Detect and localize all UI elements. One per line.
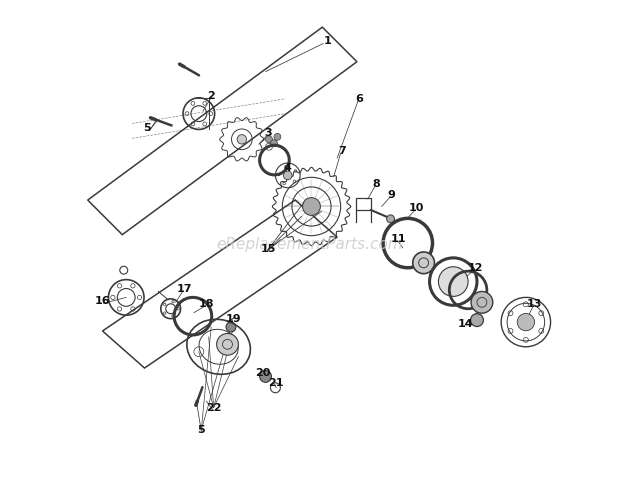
Text: 8: 8 [373, 179, 381, 189]
Text: eReplacementParts.com: eReplacementParts.com [216, 237, 404, 252]
Circle shape [274, 133, 281, 140]
Circle shape [265, 136, 272, 143]
Circle shape [283, 171, 292, 180]
Text: 10: 10 [409, 204, 424, 213]
Circle shape [216, 333, 238, 355]
Text: 19: 19 [226, 314, 241, 324]
Circle shape [517, 314, 534, 331]
Circle shape [438, 267, 468, 296]
Text: 13: 13 [527, 299, 542, 309]
Text: 6: 6 [355, 94, 363, 104]
Text: 2: 2 [207, 91, 215, 101]
Circle shape [471, 291, 493, 313]
Text: 5: 5 [143, 124, 151, 133]
Text: 11: 11 [391, 234, 407, 244]
Circle shape [237, 135, 247, 144]
Text: 14: 14 [458, 319, 474, 329]
Circle shape [471, 314, 484, 327]
Circle shape [413, 252, 435, 274]
Text: 3: 3 [264, 128, 272, 138]
Circle shape [226, 322, 236, 332]
Text: 12: 12 [467, 263, 483, 273]
Text: 22: 22 [206, 403, 221, 412]
Circle shape [387, 215, 394, 223]
Text: 21: 21 [268, 378, 283, 388]
Circle shape [270, 140, 277, 147]
Text: 4: 4 [284, 163, 291, 173]
Text: 17: 17 [176, 284, 192, 294]
Text: 9: 9 [388, 190, 396, 200]
Text: 7: 7 [339, 146, 346, 156]
Text: 16: 16 [95, 296, 110, 306]
Text: 18: 18 [198, 299, 214, 309]
Text: 15: 15 [260, 245, 276, 254]
Text: 20: 20 [255, 368, 271, 378]
Text: 5: 5 [198, 425, 205, 435]
Text: 1: 1 [324, 36, 331, 45]
Circle shape [260, 370, 272, 382]
Circle shape [303, 198, 321, 215]
